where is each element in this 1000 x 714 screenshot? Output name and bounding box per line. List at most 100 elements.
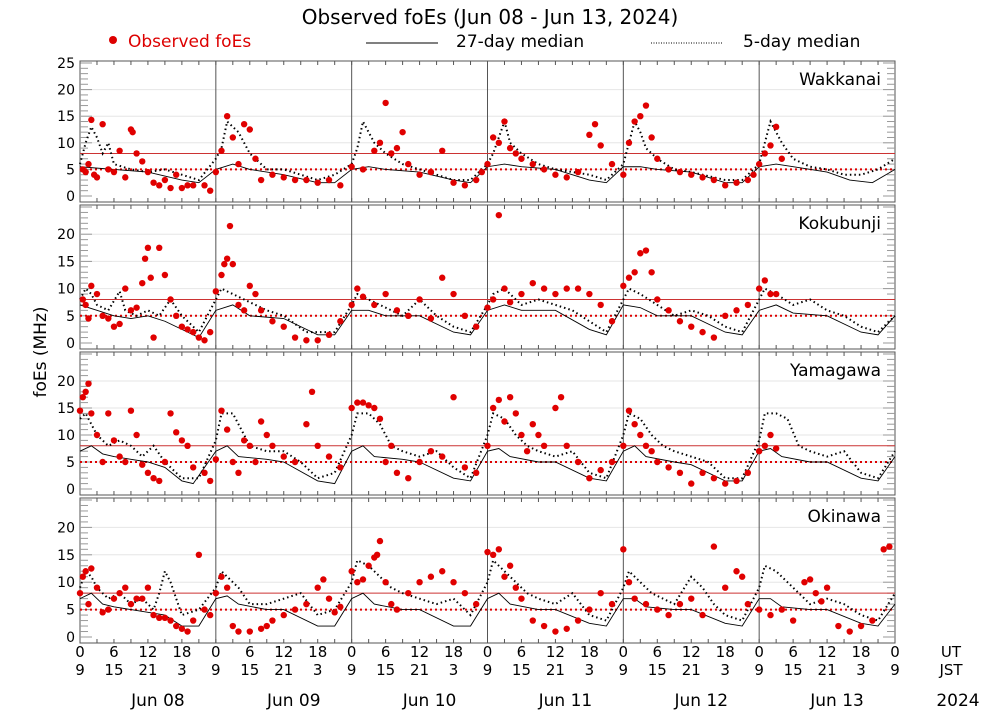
observed-point <box>156 477 163 485</box>
observed-point <box>79 394 87 401</box>
observed-point <box>161 176 169 184</box>
observed-point <box>506 299 514 306</box>
observed-point <box>552 171 559 178</box>
observed-point <box>263 622 270 630</box>
observed-point <box>201 337 208 344</box>
observed-point <box>761 150 769 157</box>
observed-point <box>405 160 412 168</box>
x-tick-label-jst: 15 <box>376 661 395 679</box>
observed-point <box>314 337 321 344</box>
observed-point <box>393 144 401 152</box>
observed-point <box>529 279 536 287</box>
observed-point <box>252 290 259 298</box>
observed-point <box>744 301 752 309</box>
observed-point <box>506 144 514 152</box>
observed-point <box>127 407 135 414</box>
observed-point <box>229 622 237 630</box>
observed-point <box>472 469 480 476</box>
y-tick-label: 0 <box>66 336 75 352</box>
observed-point <box>161 271 169 279</box>
observed-point <box>110 323 118 330</box>
observed-point <box>359 166 367 173</box>
observed-point <box>184 442 191 449</box>
y-tick-label: 0 <box>66 630 75 646</box>
observed-point <box>472 176 480 184</box>
median5-line <box>79 286 896 334</box>
observed-point <box>229 134 237 141</box>
observed-point <box>150 611 157 619</box>
observed-point <box>461 182 469 189</box>
observed-point <box>450 394 457 401</box>
observed-point <box>733 477 740 485</box>
observed-point <box>218 407 225 414</box>
observed-point <box>886 543 893 550</box>
observed-point <box>665 611 672 619</box>
observed-point <box>540 166 548 173</box>
observed-point <box>303 337 310 344</box>
observed-point <box>269 318 276 325</box>
observed-point <box>110 595 118 602</box>
observed-point <box>173 622 180 630</box>
observed-point <box>478 168 486 176</box>
observed-point <box>93 584 101 591</box>
panel-kokubunji: 0 5 10 15 20 Kokubunji <box>57 204 896 352</box>
observed-point <box>252 155 259 162</box>
observed-point <box>269 442 276 449</box>
observed-point <box>226 222 234 230</box>
observed-point <box>139 158 146 165</box>
observed-point <box>359 399 367 406</box>
observed-point <box>156 244 163 251</box>
observed-point <box>105 606 112 613</box>
observed-point <box>563 285 570 292</box>
observed-point <box>240 307 248 314</box>
x-tick-label-jst: 21 <box>682 661 701 679</box>
y-tick-label: 15 <box>57 548 75 564</box>
x-tick-label-jst: 3 <box>585 661 595 679</box>
observed-point <box>88 282 95 290</box>
observed-point <box>76 407 84 414</box>
x-tick-label-jst: 3 <box>449 661 459 679</box>
legend-27day-label: 27-day median <box>456 32 584 52</box>
observed-point <box>376 537 384 545</box>
observed-point <box>869 617 876 624</box>
observed-point <box>393 307 401 314</box>
observed-point <box>184 326 191 333</box>
x-tick-label-jst: 21 <box>274 661 293 679</box>
observed-point <box>574 168 582 176</box>
observed-point <box>133 150 140 157</box>
y-tick-label: 25 <box>57 56 75 72</box>
x-tick-label-jst: 3 <box>177 661 187 679</box>
year-label: 2024 <box>936 691 979 711</box>
observed-point <box>371 147 378 154</box>
observed-point <box>439 453 446 460</box>
observed-point <box>512 410 519 417</box>
observed-point <box>518 431 525 439</box>
observed-point <box>116 320 123 328</box>
observed-point <box>365 402 372 409</box>
observed-point <box>642 442 650 449</box>
x-tick-label-jst: 9 <box>211 661 221 679</box>
observed-point <box>750 171 757 178</box>
observed-point <box>699 469 706 476</box>
observed-point <box>574 285 582 292</box>
x-tick-label-ut: 6 <box>245 643 255 661</box>
observed-point <box>105 410 112 417</box>
observed-point <box>133 595 140 602</box>
observed-point <box>450 179 457 186</box>
observed-point <box>597 301 604 309</box>
observed-point <box>399 128 406 136</box>
observed-point <box>416 171 423 178</box>
observed-point <box>116 147 123 154</box>
observed-point <box>150 179 157 186</box>
x-tick-label-ut: 12 <box>546 643 565 661</box>
observed-point <box>450 579 457 586</box>
observed-point <box>772 123 780 131</box>
observed-point <box>337 318 344 325</box>
y-tick-label: 5 <box>66 603 75 619</box>
observed-point <box>665 166 672 173</box>
day-label: Jun 10 <box>402 691 457 711</box>
observed-point <box>518 290 525 298</box>
observed-point <box>173 312 180 319</box>
observed-point <box>642 102 650 109</box>
y-tick-label: 20 <box>57 83 75 99</box>
